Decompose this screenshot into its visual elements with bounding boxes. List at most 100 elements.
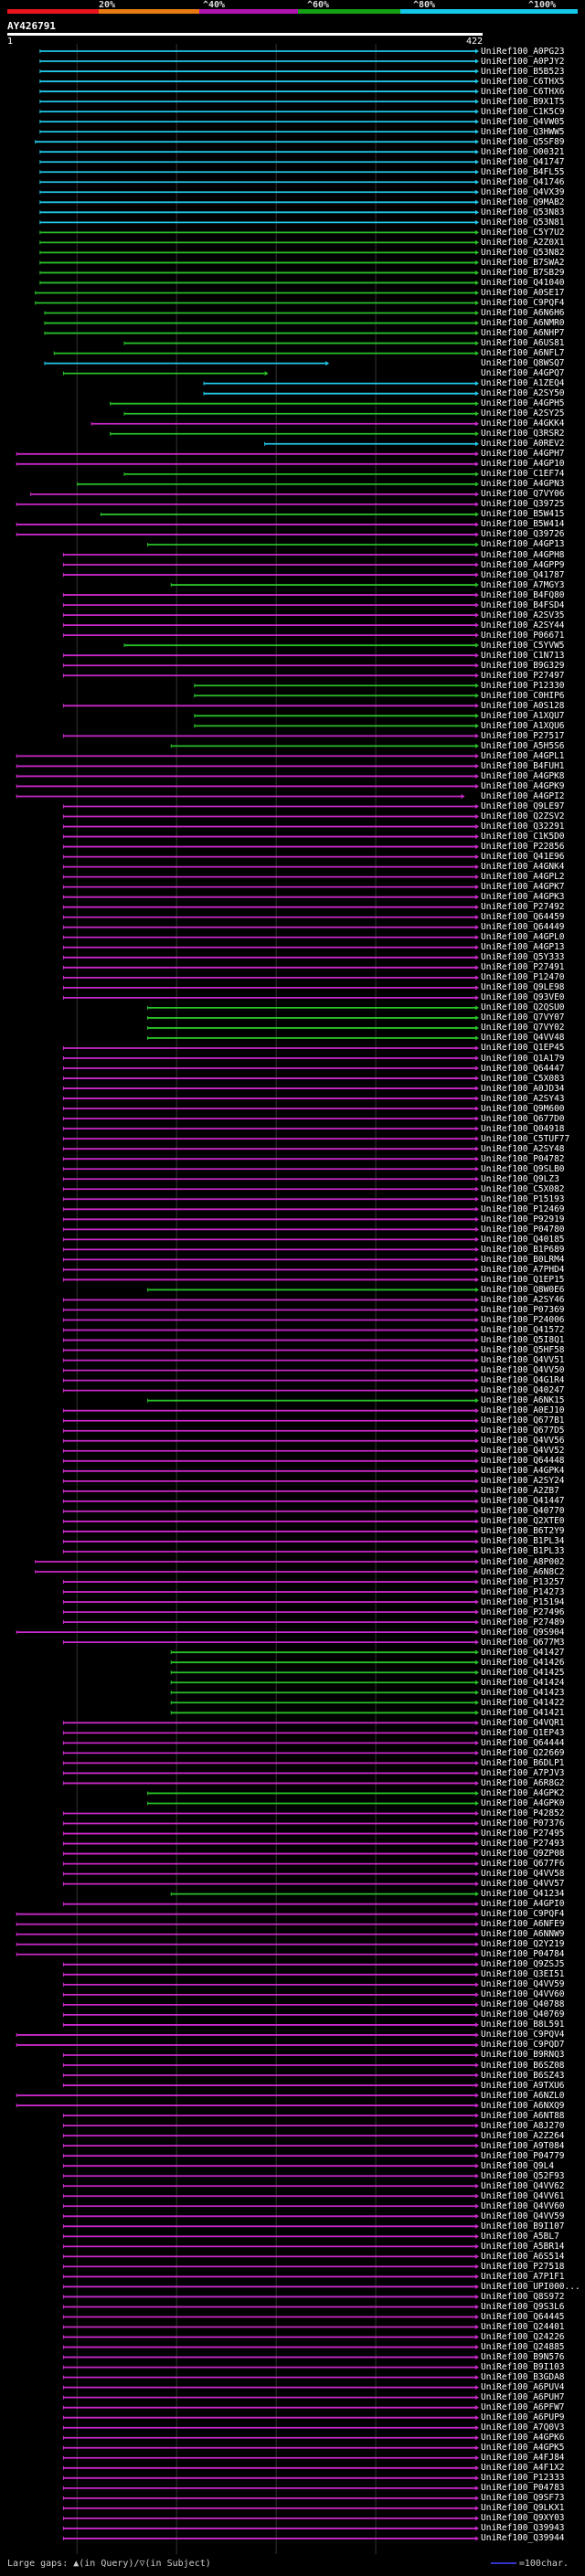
hit-label[interactable]: UniRef100_B9N576 (481, 2352, 565, 2363)
hit-label[interactable]: UniRef100_Q9SLB0 (481, 1163, 565, 1174)
hit-label[interactable]: UniRef100_A2SY46 (481, 1294, 565, 1305)
hit-label[interactable]: UniRef100_P42852 (481, 1808, 565, 1818)
hit-label[interactable]: UniRef100_A1XQU6 (481, 720, 565, 731)
hit-label[interactable]: UniRef100_Q5HF58 (481, 1345, 565, 1356)
hit-label[interactable]: UniRef100_A6NFE9 (481, 1919, 565, 1930)
hit-label[interactable]: UniRef100_P04779 (481, 2150, 565, 2161)
hit-label[interactable]: UniRef100_Q9LKX1 (481, 2503, 565, 2514)
hit-label[interactable]: UniRef100_B9I107 (481, 2221, 565, 2231)
hit-label[interactable]: UniRef100_C1EF74 (481, 469, 565, 480)
hit-label[interactable]: UniRef100_A6PUP9 (481, 2412, 565, 2423)
hit-label[interactable]: UniRef100_Q9LE97 (481, 801, 565, 811)
hit-label[interactable]: UniRef100_Q2QSU0 (481, 1002, 565, 1013)
hit-label[interactable]: UniRef100_A0PJY2 (481, 56, 565, 67)
hit-label[interactable]: UniRef100_B5W415 (481, 509, 565, 520)
hit-label[interactable]: UniRef100_C9PQF4 (481, 298, 565, 308)
hit-label[interactable]: UniRef100_Q8WSQ7 (481, 358, 565, 369)
hit-label[interactable]: UniRef100_C5TUF77 (481, 1133, 570, 1144)
hit-label[interactable]: UniRef100_Q41423 (481, 1687, 565, 1698)
hit-label[interactable]: UniRef100_Q64447 (481, 1063, 565, 1074)
hit-label[interactable]: UniRef100_Q41747 (481, 156, 565, 167)
hit-label[interactable]: UniRef100_A4GPK8 (481, 770, 565, 781)
hit-label[interactable]: UniRef100_A2SY24 (481, 1476, 565, 1487)
hit-label[interactable]: UniRef100_A4GPH8 (481, 549, 565, 560)
hit-label[interactable]: UniRef100_P15193 (481, 1193, 565, 1204)
hit-label[interactable]: UniRef100_C5Y7U2 (481, 227, 565, 238)
hit-label[interactable]: UniRef100_A4GP13 (481, 539, 565, 550)
hit-label[interactable]: UniRef100_Q2ZSV2 (481, 811, 565, 822)
hit-label[interactable]: UniRef100_Q41787 (481, 569, 565, 580)
hit-label[interactable]: UniRef100_P12333 (481, 2473, 565, 2484)
hit-label[interactable]: UniRef100_Q41040 (481, 277, 565, 288)
hit-label[interactable]: UniRef100_C0HIP6 (481, 690, 565, 701)
hit-label[interactable]: UniRef100_Q9MAB2 (481, 196, 565, 207)
hit-label[interactable]: UniRef100_P15194 (481, 1596, 565, 1607)
hit-label[interactable]: UniRef100_Q3EI51 (481, 1969, 565, 1980)
hit-label[interactable]: UniRef100_B1P689 (481, 1244, 565, 1255)
hit-label[interactable]: UniRef100_Q9SF73 (481, 2493, 565, 2504)
hit-label[interactable]: UniRef100_Q4VV60 (481, 2200, 565, 2211)
hit-label[interactable]: UniRef100_Q4VV50 (481, 1365, 565, 1376)
hit-label[interactable]: UniRef100_B0LRM4 (481, 1254, 565, 1265)
hit-label[interactable]: UniRef100_B6T2Y9 (481, 1526, 565, 1537)
hit-label[interactable]: UniRef100_A6R8G2 (481, 1777, 565, 1788)
hit-label[interactable]: UniRef100_C9PQD7 (481, 2040, 565, 2051)
hit-label[interactable]: UniRef100_Q2Y219 (481, 1939, 565, 1950)
hit-label[interactable]: UniRef100_Q40770 (481, 1506, 565, 1517)
hit-label[interactable]: UniRef100_P13257 (481, 1576, 565, 1587)
hit-label[interactable]: UniRef100_A4GPI0 (481, 1899, 565, 1910)
hit-label[interactable]: UniRef100_Q9ZP08 (481, 1849, 565, 1860)
hit-label[interactable]: UniRef100_B1PL34 (481, 1536, 565, 1547)
hit-label[interactable]: UniRef100_Q64449 (481, 922, 565, 933)
hit-label[interactable]: UniRef100_Q41447 (481, 1496, 565, 1507)
hit-label[interactable]: UniRef100_Q41E96 (481, 852, 565, 863)
hit-label[interactable]: UniRef100_C5YVW5 (481, 640, 565, 651)
hit-label[interactable]: UniRef100_P27489 (481, 1617, 565, 1627)
hit-label[interactable]: UniRef100_A2Z0X1 (481, 237, 565, 248)
hit-label[interactable]: UniRef100_A2SV35 (481, 610, 565, 620)
hit-label[interactable]: UniRef100_Q677D5 (481, 1426, 565, 1436)
hit-label[interactable]: UniRef100_A9TXU6 (481, 2080, 565, 2091)
hit-label[interactable]: UniRef100_Q41425 (481, 1667, 565, 1678)
hit-label[interactable]: UniRef100_A4FJ84 (481, 2453, 565, 2464)
hit-label[interactable]: UniRef100_C6THX5 (481, 76, 565, 87)
hit-label[interactable]: UniRef100_C1K5C9 (481, 106, 565, 117)
hit-label[interactable]: UniRef100_A6S514 (481, 2251, 565, 2262)
hit-label[interactable]: UniRef100_A6PFW7 (481, 2402, 565, 2413)
hit-label[interactable]: UniRef100_Q41424 (481, 1677, 565, 1688)
hit-label[interactable]: UniRef100_Q64448 (481, 1456, 565, 1467)
hit-label[interactable]: UniRef100_P04780 (481, 1224, 565, 1235)
hit-label[interactable]: UniRef100_B6SZ43 (481, 2070, 565, 2081)
hit-label[interactable]: UniRef100_P22856 (481, 842, 565, 853)
hit-label[interactable]: UniRef100_Q8S972 (481, 2291, 565, 2302)
hit-label[interactable]: UniRef100_Q24401 (481, 2322, 565, 2333)
hit-label[interactable]: UniRef100_P07376 (481, 1818, 565, 1829)
hit-label[interactable]: UniRef100_B9I103 (481, 2362, 565, 2373)
hit-label[interactable]: UniRef100_A6NHP7 (481, 328, 565, 339)
hit-label[interactable]: UniRef100_A4F1X2 (481, 2463, 565, 2474)
hit-label[interactable]: UniRef100_A6N8C2 (481, 1566, 565, 1577)
hit-label[interactable]: UniRef100_Q7VY07 (481, 1012, 565, 1023)
hit-label[interactable]: UniRef100_Q1EP45 (481, 1043, 565, 1054)
hit-label[interactable]: UniRef100_A7MGY3 (481, 579, 565, 590)
hit-label[interactable]: UniRef100_Q4VV59 (481, 1979, 565, 1990)
hit-label[interactable]: UniRef100_P27497 (481, 670, 565, 681)
hit-label[interactable]: UniRef100_Q41572 (481, 1325, 565, 1336)
hit-label[interactable]: UniRef100_A5BL7 (481, 2231, 559, 2242)
hit-label[interactable]: UniRef100_Q9XY03 (481, 2513, 565, 2524)
hit-label[interactable]: UniRef100_Q32291 (481, 822, 565, 832)
hit-label[interactable]: UniRef100_Q9ZSJ5 (481, 1959, 565, 1970)
hit-label[interactable]: UniRef100_Q9M600 (481, 1103, 565, 1114)
hit-label[interactable]: UniRef100_A6PUV4 (481, 2382, 565, 2393)
hit-label[interactable]: UniRef100_A0JD34 (481, 1083, 565, 1094)
hit-label[interactable]: UniRef100_A7PJV3 (481, 1767, 565, 1778)
hit-label[interactable]: UniRef100_A2SY43 (481, 1093, 565, 1104)
hit-label[interactable]: UniRef100_Q1A179 (481, 1053, 565, 1064)
hit-label[interactable]: UniRef100_P27495 (481, 1829, 565, 1839)
hit-label[interactable]: UniRef100_A0SE17 (481, 287, 565, 298)
hit-label[interactable]: UniRef100_Q9S904 (481, 1627, 565, 1638)
hit-label[interactable]: UniRef100_A2SY44 (481, 620, 565, 631)
hit-label[interactable]: UniRef100_Q9S3L6 (481, 2301, 565, 2312)
hit-label[interactable]: UniRef100_A6N6H6 (481, 308, 565, 319)
hit-label[interactable]: UniRef100_Q39726 (481, 529, 565, 540)
